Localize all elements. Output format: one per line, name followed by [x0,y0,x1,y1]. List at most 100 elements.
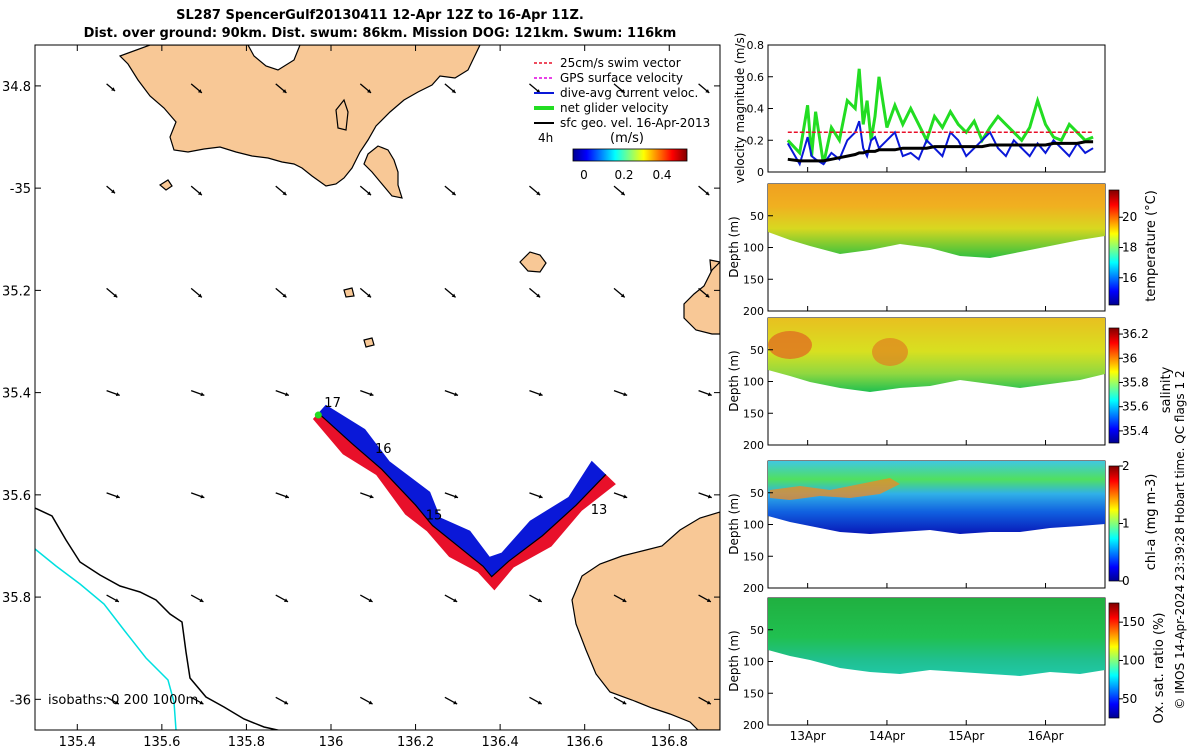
small-island-1 [335,98,349,131]
map-x-tick-label: 136 [319,735,344,750]
eastern-coast [683,261,720,335]
velocity-ylabel: velocity magnitude (m/s) [733,33,747,184]
time-tick-label: 16Apr [1028,729,1064,743]
colorbar-tick-label: 16 [1122,271,1137,285]
geo-vel-arrowhead [537,700,542,705]
colorbar-tick-label: 2 [1122,459,1130,473]
map-y-tick-label: 34.8 [2,80,31,95]
current-velocity-ribbon [318,404,606,577]
velocity-line [786,120,1094,167]
map-x-tick-label: 136.4 [482,735,519,750]
geo-vel-arrowhead [199,700,204,705]
colorbar-tick-label: 36 [1122,351,1137,365]
geo-vel-arrowhead [368,598,373,602]
salinity-label: salinity [1159,366,1174,413]
map-x-tick-label: 136.8 [651,735,688,750]
depth-ylabel: Depth (m) [727,493,741,554]
colorbar-tick-label: 20 [1122,210,1137,224]
map-y-tick-label: 35.2 [2,284,31,299]
small-island-4 [158,179,173,191]
colorbar-tick-0: 0 [580,168,588,182]
geo-vel-arrowhead [197,89,202,93]
depth-tick-label: 200 [743,305,764,318]
small-island-3 [343,287,355,298]
geo-vel-arrowhead [623,494,628,499]
map-x-axis: 135.4 135.6 135.8 136 136.2 136.4 136.6 136.8 [59,45,688,750]
colorbar-tick-1: 0.2 [614,168,633,182]
title-line-2: Dist. over ground: 90km. Dist. swum: 86k… [83,26,677,41]
map-y-tick-label: -35 [10,182,31,197]
bay-island [247,45,301,71]
geo-vel-arrowhead [197,293,202,298]
depth-tick-label: 50 [750,210,764,223]
velocity-series [786,68,1094,167]
geo-vel-arrowhead [282,293,287,298]
temperature-label: temperature (°C) [1144,190,1159,302]
geo-vel-arrowhead [114,598,119,602]
depth-ylabel: Depth (m) [727,350,741,411]
geo-vel-arrowhead [536,89,541,93]
temperature-panel [767,183,1106,312]
geo-vel-arrowhead [284,700,289,705]
colorbar-tick-label: 1 [1122,517,1130,531]
glider-track: 17 16 15 13 [312,396,616,591]
geo-vel-arrowhead [454,494,459,499]
geo-vel-arrowhead [623,392,628,397]
geo-vel-arrowhead [705,293,710,298]
geo-vel-arrowhead [282,191,287,196]
chl-subsurface-max [770,478,900,500]
map-panel: 17 16 15 13 135.4 135.6 135.8 136 136.2 136.4 136… [2,44,721,750]
isobath-1000m [35,548,177,730]
colorbars: 16 18 20 35.4 35.6 35.8 36 36.2 0 1 2 50 100 150 temp… [1108,189,1187,723]
geo-vel-arrowhead [706,598,711,602]
geo-vel-arrowhead [367,191,372,196]
geo-vel-arrowhead [706,700,711,705]
imos-credit: © IMOS 14-Apr-2024 23:39:28 Hobart time.… [1173,370,1187,709]
chl-panel [767,460,1106,589]
depth-tick-label: 150 [743,407,764,420]
geo-vel-arrowhead [622,598,627,602]
map-colorbar [572,148,688,162]
map-x-tick-label: 135.8 [228,735,265,750]
geo-vel-arrowhead [367,293,372,298]
map-y-tick-label: -36 [10,693,31,708]
depth-ylabel: Depth (m) [727,216,741,277]
map-y-tick-label: 35.6 [2,489,31,504]
geo-vel-arrowhead [284,392,289,397]
geo-vel-arrowhead [538,392,543,397]
map-content: 17 16 15 13 [35,45,720,730]
map-y-tick-label: 35.4 [2,387,31,402]
velocity-line [787,140,1094,163]
oxygen-panel [767,597,1106,726]
colorbar-label: (m/s) [610,131,644,146]
geo-vel-arrowhead [113,293,118,298]
geo-vel-arrowhead [705,89,710,93]
colorbar-tick-label: 36.2 [1122,327,1149,341]
geo-vel-arrowhead [284,494,289,499]
geo-vel-arrowhead [111,189,116,194]
map-legend: 25cm/s swim vector GPS surface velocity … [534,56,710,182]
map-x-tick-label: 136.6 [566,735,603,750]
legend-net: net glider velocity [560,101,668,115]
time-axis: 13Apr 14Apr 15Apr 16Apr [790,167,1064,743]
colorbar-ticks: 16 18 20 35.4 35.6 35.8 36 36.2 0 1 2 50 100 150 [1119,210,1149,706]
depth-tick-label: 200 [743,719,764,732]
geo-vel-arrowhead [200,392,205,397]
oxygen-colorbar [1108,602,1120,719]
geo-vel-arrowhead [620,293,625,298]
depth-tick-label: 200 [743,439,764,452]
temperature-field [768,184,1105,258]
depth-tick-label: 100 [743,376,764,389]
depth-tick-label: 100 [743,519,764,532]
salinity-panel [767,317,1106,446]
geo-vel-arrowhead [454,392,459,397]
depth-tick-label: 100 [743,242,764,255]
day-marker: 16 [375,442,392,457]
geo-vel-arrowhead [536,293,541,298]
isobath-200m [35,507,281,730]
geo-vel-arrowhead [453,598,458,602]
velocity-y-tick-label: 0 [757,166,764,179]
time-tick-label: 14Apr [869,729,905,743]
geo-vel-arrowhead [620,89,625,93]
colorbar-tick-label: 100 [1122,654,1145,668]
